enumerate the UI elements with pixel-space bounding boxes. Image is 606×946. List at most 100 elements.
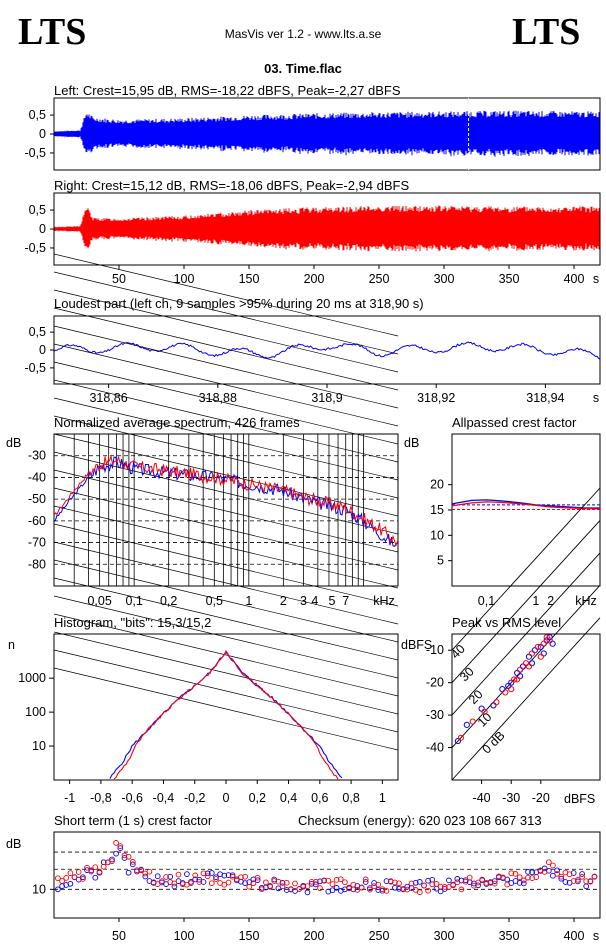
crest-left-point <box>317 878 323 885</box>
loudest-ytick-label: -0,5 <box>24 361 46 375</box>
peak-rms-left-point <box>519 663 527 670</box>
left-wave-ytick-label: 0,5 <box>29 108 46 122</box>
allpassed-crest-title: Allpassed crest factor <box>452 415 577 430</box>
crest-right-point <box>317 885 323 891</box>
crest-right-point <box>246 883 253 890</box>
peak-rms-ylabel: dBFS <box>401 638 432 652</box>
loudest-xtick-label: 318,9 <box>311 391 342 405</box>
left-wave-waveform <box>53 110 601 157</box>
crest-right-point <box>346 885 352 892</box>
crest-right-point <box>192 872 199 879</box>
crest-right-point <box>254 874 261 881</box>
peak-rms-right-point <box>546 637 553 644</box>
crest-right-point <box>591 874 598 880</box>
spectrum-ytick-label: -50 <box>28 492 46 506</box>
crest-left-point <box>362 879 369 885</box>
crest-left-point <box>184 871 190 877</box>
crest-right-point <box>146 868 153 875</box>
crest-right-point <box>134 867 140 874</box>
crest-right-point <box>59 878 65 884</box>
histogram-xtick-label: -0,4 <box>153 791 175 805</box>
peak-rms-ytick-label: -10 <box>426 643 444 657</box>
crest-right-point <box>416 889 423 896</box>
crest-right-point <box>396 880 402 887</box>
spectrum-left-line <box>53 456 398 547</box>
spectrum-title: Normalized average spectrum, 426 frames <box>54 415 300 430</box>
crest-left-point <box>129 861 136 868</box>
crest-right-point <box>225 879 232 886</box>
spectrum-slope-line <box>53 595 399 679</box>
crest-left-point <box>283 887 290 893</box>
right-wave-ytick-label: 0 <box>39 222 46 236</box>
histogram-xtick-label: 0,2 <box>249 791 266 805</box>
allpassed-frame <box>451 433 601 587</box>
loudest-xtick-label: 318,94 <box>526 391 564 405</box>
peak-rms-right-point <box>514 676 521 683</box>
histogram-xtick-label: 1 <box>379 791 386 805</box>
histogram-ytick-label: 100 <box>25 705 46 719</box>
histogram-xtick-label: -0,2 <box>184 791 206 805</box>
crest-right-point <box>242 873 248 880</box>
histogram-xtick-label: 0,4 <box>280 791 297 805</box>
allpassed-left-line <box>451 499 600 509</box>
spectrum-right-line <box>53 454 398 547</box>
crest-left-point <box>117 845 124 851</box>
short-term-crest-frame <box>53 831 601 919</box>
crest-right-point <box>63 875 70 881</box>
left-wave-ytick-label: -0,5 <box>24 146 46 160</box>
peak-rms-right-point <box>516 666 524 673</box>
loudest-xtick-label: 318,88 <box>199 391 237 405</box>
logo-right: LTS <box>512 11 580 53</box>
crest-right-point <box>188 880 194 886</box>
peak-rms-right-point <box>502 689 509 696</box>
spectrum-xtick-label: 3 <box>300 594 307 608</box>
crest-right-point <box>55 875 61 882</box>
right-wave-xtick-label: 200 <box>304 272 325 286</box>
peak-rms-right-point <box>525 663 533 670</box>
crest-right-point <box>408 880 415 887</box>
plots-layer: 0,50-0,50,50-0,550 100 150 200 250 300 350 400 s… <box>18 97 601 943</box>
right-wave-xtick-label: 400 <box>564 272 585 286</box>
crest-right-point <box>312 879 319 885</box>
spectrum-slope-line <box>53 361 399 445</box>
crest-right-point <box>425 887 431 894</box>
spectrum-xtick-label: 4 <box>311 594 318 608</box>
crest-right-point <box>520 877 527 884</box>
crest-left-point <box>575 878 581 885</box>
crest-right-point <box>117 843 124 849</box>
crest-left-point <box>167 873 174 880</box>
crest-left-point <box>562 879 569 885</box>
peak-rms-diagonal-label: 0 dB <box>480 728 508 756</box>
crest-left-point <box>154 873 161 880</box>
crest-right-point <box>208 880 215 887</box>
crest-xtick-label: 300 <box>434 929 455 943</box>
crest-right-point <box>566 871 573 878</box>
crest-xtick-label: 100 <box>174 929 195 943</box>
crest-right-point <box>587 878 594 885</box>
allpassed-ytick-label: 5 <box>437 554 444 568</box>
right-wave-xtick-label: 250 <box>369 272 390 286</box>
crest-left-point <box>75 876 82 883</box>
crest-right-point <box>541 869 548 875</box>
crest-right-point <box>129 859 136 865</box>
histogram-xtick-label: 0,8 <box>342 791 359 805</box>
crest-right-point <box>238 874 244 881</box>
crest-right-point <box>358 884 365 891</box>
spectrum-slope-line <box>53 343 399 427</box>
crest-left-point <box>525 869 531 875</box>
crest-right-point <box>213 876 219 882</box>
crest-right-point <box>404 886 411 893</box>
histogram-xtick-label: 0,6 <box>311 791 328 805</box>
spectrum-ytick-label: -60 <box>28 514 46 528</box>
crest-right-point <box>96 869 103 875</box>
crest-right-point <box>479 876 486 883</box>
crest-right-point <box>421 882 427 889</box>
allpassed-right-line <box>451 501 601 510</box>
crest-right-point <box>179 881 186 887</box>
peak-rms-ytick-label: -20 <box>426 676 444 690</box>
histogram-xtick-label: -0,8 <box>90 791 112 805</box>
allpassed-ytick-label: 10 <box>430 528 444 542</box>
crest-right-point <box>325 877 332 884</box>
crest-xtick-label: 50 <box>112 929 126 943</box>
peak-rms-ytick-label: -30 <box>426 708 444 722</box>
